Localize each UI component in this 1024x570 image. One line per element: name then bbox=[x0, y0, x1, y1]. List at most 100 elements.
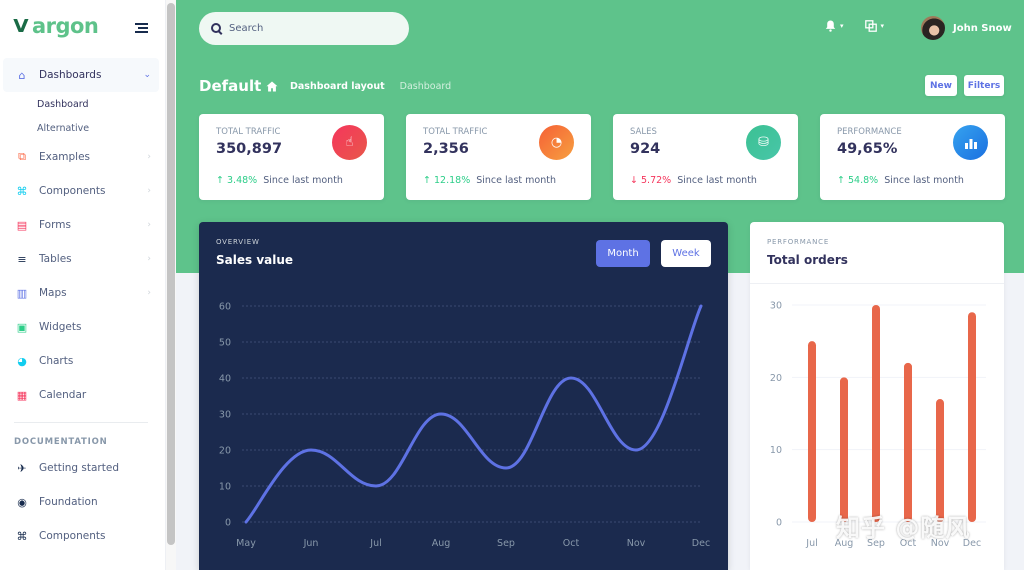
chevron-down-icon: ⌄ bbox=[143, 70, 151, 80]
arrow-up-icon: ↑ bbox=[837, 175, 845, 186]
svg-text:30: 30 bbox=[770, 301, 782, 312]
sidebar-item-label: Components bbox=[39, 530, 106, 542]
total-orders-card: PERFORMANCE Total orders 0 10 20 30 Jul Aug Se… bbox=[750, 222, 1004, 570]
caret-down-icon: ▾ bbox=[880, 22, 885, 30]
svg-text:Dec: Dec bbox=[692, 538, 710, 549]
sidebar-item-charts[interactable]: ◕ Charts bbox=[3, 344, 159, 378]
stat-card-total-traffic: Total traffic 350,897 ☝ ↑ 3.48% Since la… bbox=[199, 114, 384, 200]
sidebar-item-label: Examples bbox=[39, 151, 91, 163]
search-input[interactable] bbox=[229, 23, 389, 34]
card-divider bbox=[750, 283, 1004, 284]
stat-card-total-traffic-2: Total traffic 2,356 ◔ ↑ 12.18% Since las… bbox=[406, 114, 591, 200]
sidebar: V argon ⌂ Dashboards ⌄ Dashboard Alterna… bbox=[0, 0, 166, 570]
sidebar-item-tables[interactable]: ≡ Tables › bbox=[3, 242, 159, 276]
sidebar-item-doc-components[interactable]: ⌘ Components bbox=[3, 519, 159, 553]
new-button[interactable]: New bbox=[925, 75, 957, 96]
sidebar-item-label: Calendar bbox=[39, 389, 87, 401]
sidebar-item-dashboards[interactable]: ⌂ Dashboards ⌄ bbox=[3, 58, 159, 92]
svg-text:Dec: Dec bbox=[963, 538, 981, 549]
sidebar-item-forms[interactable]: ▤ Forms › bbox=[3, 208, 159, 242]
breadcrumb: Dashboard layout Dashboard bbox=[266, 81, 451, 92]
widgets-icon: ▣ bbox=[16, 320, 28, 334]
stat-change: ↑ 3.48% bbox=[216, 175, 258, 186]
stat-label: Performance bbox=[837, 127, 902, 137]
stat-value: 49,65% bbox=[837, 141, 898, 157]
argon-logo-icon: V bbox=[13, 15, 29, 37]
maps-icon: ▥ bbox=[16, 286, 28, 300]
ungroup-icon bbox=[864, 20, 877, 32]
brand-logo[interactable]: V argon bbox=[13, 14, 99, 38]
documentation-heading: DOCUMENTATION bbox=[14, 437, 108, 447]
home-icon[interactable] bbox=[266, 81, 278, 92]
sidebar-item-label: Components bbox=[39, 185, 106, 197]
stat-card-sales: Sales 924 ⛁ ↓ 5.72% Since last month bbox=[613, 114, 798, 200]
sidenav-toggle-icon[interactable] bbox=[135, 23, 148, 35]
svg-text:10: 10 bbox=[770, 445, 782, 456]
arrow-down-icon: ↓ bbox=[630, 175, 638, 186]
stat-change: ↑ 12.18% bbox=[423, 175, 471, 186]
user-menu[interactable]: John Snow bbox=[921, 16, 1012, 40]
top-actions: ▾ ▾ bbox=[825, 20, 884, 32]
svg-text:May: May bbox=[236, 538, 256, 549]
chevron-right-icon: › bbox=[147, 288, 151, 298]
svg-text:Sep: Sep bbox=[867, 538, 885, 549]
card-kicker: OVERVIEW bbox=[216, 238, 260, 246]
sidebar-scrollbar[interactable] bbox=[167, 3, 175, 545]
sidebar-item-calendar[interactable]: ▦ Calendar bbox=[3, 378, 159, 412]
ungroup-icon: ⧉ bbox=[18, 150, 26, 163]
breadcrumb-link[interactable]: Dashboard layout bbox=[290, 81, 385, 92]
shop-icon: ⌂ bbox=[18, 68, 26, 82]
svg-text:Aug: Aug bbox=[835, 538, 854, 549]
svg-text:60: 60 bbox=[219, 302, 231, 313]
charts-icon: ◕ bbox=[17, 354, 27, 368]
watermark: 知乎 @随风 bbox=[836, 514, 971, 542]
chart-bar-icon bbox=[953, 125, 988, 160]
sidebar-item-label: Tables bbox=[39, 253, 72, 265]
sidebar-subitem-dashboard[interactable]: Dashboard bbox=[37, 98, 89, 110]
forms-icon: ▤ bbox=[16, 218, 28, 232]
sidebar-item-getting-started[interactable]: ✈ Getting started bbox=[3, 451, 159, 485]
sidebar-item-maps[interactable]: ▥ Maps › bbox=[3, 276, 159, 310]
ui-components-icon: ⌘ bbox=[16, 529, 28, 543]
svg-text:Nov: Nov bbox=[931, 538, 950, 549]
svg-text:Jun: Jun bbox=[303, 538, 319, 549]
month-toggle-button[interactable]: Month bbox=[596, 240, 650, 267]
sidebar-subitem-alternative[interactable]: Alternative bbox=[37, 122, 90, 134]
stat-value: 924 bbox=[630, 141, 661, 157]
stat-since: Since last month bbox=[677, 175, 757, 186]
sidebar-item-components[interactable]: ⌘ Components › bbox=[3, 174, 159, 208]
stat-since: Since last month bbox=[263, 175, 343, 186]
user-name: John Snow bbox=[953, 22, 1012, 34]
tables-icon: ≡ bbox=[17, 252, 27, 266]
svg-text:50: 50 bbox=[219, 338, 231, 349]
sidebar-item-examples[interactable]: ⧉ Examples › bbox=[3, 140, 159, 174]
caret-down-icon: ▾ bbox=[840, 22, 844, 30]
components-icon: ⌘ bbox=[16, 184, 28, 198]
brand-name: argon bbox=[31, 14, 99, 38]
stat-label: Sales bbox=[630, 127, 657, 137]
stat-since: Since last month bbox=[476, 175, 557, 186]
stat-footer: ↓ 5.72% Since last month bbox=[630, 175, 757, 186]
filters-button[interactable]: Filters bbox=[964, 75, 1004, 96]
sidebar-nav: ⌂ Dashboards ⌄ Dashboard Alternative ⧉ E… bbox=[0, 58, 166, 553]
stat-since: Since last month bbox=[884, 175, 964, 186]
sidebar-item-label: Dashboards bbox=[39, 69, 102, 81]
svg-text:0: 0 bbox=[776, 518, 782, 529]
card-title: Total orders bbox=[767, 253, 848, 267]
orders-bar-chart: 0 10 20 30 Jul Aug Sep Oct Nov Dec bbox=[770, 301, 986, 549]
palette-icon: ◉ bbox=[17, 495, 27, 509]
svg-text:20: 20 bbox=[219, 446, 231, 457]
sidebar-item-foundation[interactable]: ◉ Foundation bbox=[3, 485, 159, 519]
svg-text:Nov: Nov bbox=[627, 538, 646, 549]
bell-icon bbox=[825, 20, 836, 32]
stat-value: 2,356 bbox=[423, 141, 469, 157]
breadcrumb-current: Dashboard bbox=[399, 81, 452, 92]
shortcuts-dropdown[interactable]: ▾ bbox=[864, 20, 885, 32]
sidebar-item-widgets[interactable]: ▣ Widgets bbox=[3, 310, 159, 344]
svg-text:30: 30 bbox=[219, 410, 231, 421]
svg-text:Jul: Jul bbox=[805, 538, 817, 549]
notifications-dropdown[interactable]: ▾ bbox=[825, 20, 844, 32]
svg-text:Aug: Aug bbox=[432, 538, 451, 549]
week-toggle-button[interactable]: Week bbox=[661, 240, 711, 267]
search-box[interactable] bbox=[199, 12, 409, 45]
